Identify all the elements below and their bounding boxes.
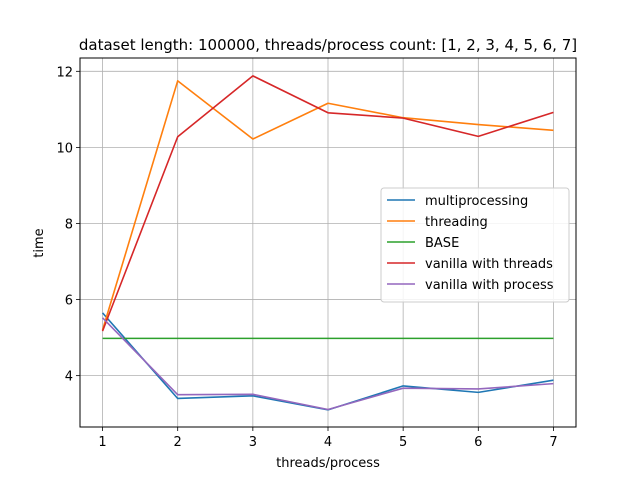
series-line-vanilla-with-threads: [101, 75, 554, 332]
x-tick-label: 5: [399, 435, 407, 450]
x-tick-label: 1: [98, 435, 106, 450]
chart-title: dataset length: 100000, threads/process …: [79, 36, 577, 54]
legend-label-multiprocessing: multiprocessing: [425, 194, 528, 209]
x-axis-label: threads/process: [276, 456, 380, 471]
x-tick-label: 2: [174, 435, 182, 450]
legend-label-base: BASE: [425, 236, 459, 251]
series-lines: [101, 75, 554, 411]
y-tick-label: 6: [65, 294, 73, 309]
legend-label-threading: threading: [425, 215, 488, 230]
y-axis-label: time: [32, 228, 47, 257]
legend-label-vanilla-with-threads: vanilla with threads: [425, 257, 553, 272]
y-tick-label: 12: [56, 65, 73, 80]
y-axis: 4 6 8 10 12: [56, 65, 80, 385]
x-axis: 1 2 3 4 5 6 7: [98, 427, 558, 450]
y-tick-label: 4: [65, 370, 73, 385]
x-tick-label: 6: [474, 435, 482, 450]
x-tick-label: 7: [549, 435, 557, 450]
legend-label-vanilla-with-process: vanilla with process: [425, 278, 554, 293]
x-tick-label: 4: [324, 435, 332, 450]
legend-box: [380, 187, 570, 303]
legend: multiprocessing threading BASE vanilla with…: [380, 187, 570, 303]
x-tick-label: 3: [249, 435, 257, 450]
series-line-vanilla-with-process: [101, 317, 554, 411]
series-line-threading: [101, 80, 554, 331]
y-tick-label: 8: [65, 217, 73, 232]
y-tick-label: 10: [56, 141, 73, 156]
